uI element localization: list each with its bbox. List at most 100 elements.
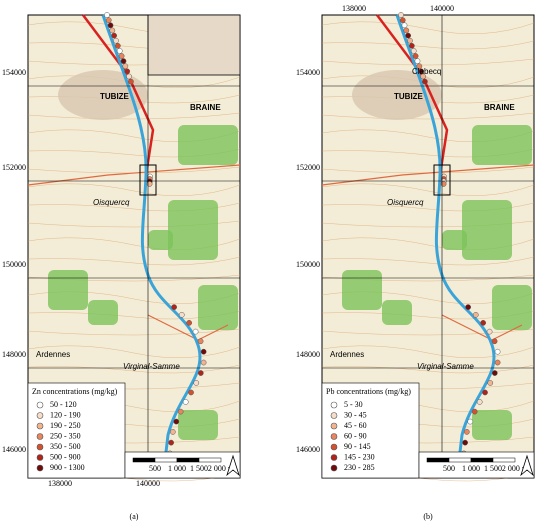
road bbox=[441, 314, 523, 341]
sample-point bbox=[178, 311, 185, 318]
y-coordinate-label: 146000 bbox=[296, 445, 320, 454]
place-name: Virginal-Samme bbox=[123, 362, 180, 371]
legend-symbol bbox=[330, 433, 338, 440]
legend-label: 145 - 230 bbox=[344, 452, 375, 461]
place-name: Ardennes bbox=[36, 350, 70, 359]
y-coordinate-label: 154000 bbox=[296, 68, 320, 77]
y-coordinate-label: 152000 bbox=[296, 163, 320, 172]
forest bbox=[472, 125, 532, 165]
sample-point bbox=[482, 389, 488, 396]
legend-symbol bbox=[36, 401, 44, 409]
road bbox=[376, 14, 449, 176]
legend-symbol bbox=[36, 443, 44, 451]
scale-segment bbox=[132, 457, 156, 463]
forest bbox=[148, 230, 173, 250]
sample-point bbox=[186, 320, 192, 326]
sample-point bbox=[399, 17, 406, 24]
legend-label: 120 - 190 bbox=[50, 410, 81, 419]
forest bbox=[198, 285, 238, 330]
sample-point bbox=[494, 348, 501, 355]
river bbox=[101, 14, 202, 479]
scale-segment bbox=[492, 457, 516, 463]
sample-point bbox=[494, 359, 501, 366]
place-name: BRAINE bbox=[484, 103, 515, 112]
legend-title: Zn concentrations (mg/kg) bbox=[32, 387, 118, 396]
sample-point bbox=[476, 399, 483, 405]
legend-symbol bbox=[330, 401, 338, 409]
x-coordinate-label: 138000 bbox=[342, 4, 366, 13]
legend-label: 900 - 1300 bbox=[50, 463, 85, 472]
legend-label: 350 - 500 bbox=[50, 442, 81, 451]
road bbox=[82, 14, 155, 176]
legend-label: 90 - 145 bbox=[344, 442, 371, 451]
forest bbox=[178, 410, 218, 440]
north-arrow bbox=[226, 454, 240, 477]
scale-box bbox=[124, 451, 241, 479]
legend-box bbox=[321, 382, 420, 479]
scale-box bbox=[418, 451, 535, 479]
sample-point bbox=[105, 17, 112, 24]
contour bbox=[27, 345, 241, 359]
urban-area bbox=[58, 70, 148, 120]
sample-point bbox=[462, 439, 468, 446]
sample-point bbox=[480, 320, 486, 326]
contour bbox=[27, 256, 241, 266]
sample-point bbox=[124, 68, 131, 75]
forest bbox=[88, 300, 118, 325]
forest bbox=[342, 270, 382, 310]
forest bbox=[492, 285, 532, 330]
place-name: Oisquercq bbox=[387, 198, 424, 207]
panel-label: (b) bbox=[423, 512, 433, 521]
sample-point bbox=[405, 32, 411, 39]
sample-point bbox=[107, 22, 114, 29]
river bbox=[395, 14, 496, 479]
scale-segment bbox=[154, 457, 178, 463]
sample-point bbox=[412, 53, 419, 59]
place-name: Oisquercq bbox=[93, 198, 130, 207]
legend-label: 500 - 900 bbox=[50, 452, 81, 461]
legend-label: 5 - 30 bbox=[344, 400, 363, 409]
sample-point bbox=[200, 359, 207, 366]
sample-point bbox=[169, 429, 176, 435]
forest bbox=[472, 410, 512, 440]
sample-point bbox=[463, 429, 470, 435]
sample-point bbox=[111, 32, 117, 39]
x-coordinate-label: 140000 bbox=[430, 4, 454, 13]
scale-label: 2 000 m bbox=[502, 464, 529, 473]
sample-point bbox=[491, 370, 498, 376]
legend-label: 250 - 350 bbox=[50, 431, 81, 440]
y-coordinate-label: 148000 bbox=[296, 350, 320, 359]
sample-point bbox=[401, 22, 408, 29]
y-coordinate-label: 148000 bbox=[2, 350, 26, 359]
sample-point bbox=[193, 380, 200, 386]
legend-label: 230 - 285 bbox=[344, 463, 375, 472]
sample-point bbox=[109, 27, 116, 34]
place-name: Virginal-Samme bbox=[417, 362, 474, 371]
legend-box bbox=[27, 382, 126, 479]
sample-point bbox=[120, 58, 127, 64]
sample-point bbox=[408, 42, 415, 49]
contour bbox=[27, 112, 241, 120]
legend-label: 60 - 90 bbox=[344, 431, 367, 440]
sample-point bbox=[200, 348, 207, 355]
scale-label: 1 000 bbox=[168, 464, 186, 473]
road bbox=[321, 164, 535, 186]
scale-segment bbox=[176, 457, 200, 463]
legend-symbol bbox=[330, 454, 338, 461]
place-name: TUBIZE bbox=[394, 92, 424, 101]
legend-symbol bbox=[330, 443, 338, 451]
legend-label: 190 - 250 bbox=[50, 421, 81, 430]
legend-symbol bbox=[330, 412, 338, 419]
urban-area bbox=[352, 70, 442, 120]
legend-symbol bbox=[330, 422, 338, 430]
sample-point bbox=[171, 304, 177, 310]
place-name: BRAINE bbox=[190, 103, 221, 112]
x-coordinate-label: 138000 bbox=[48, 479, 72, 488]
sample-point bbox=[113, 37, 119, 44]
sample-point bbox=[126, 73, 132, 80]
scale-segment bbox=[426, 457, 450, 463]
scale-segment bbox=[448, 457, 472, 463]
sample-point bbox=[418, 68, 425, 75]
